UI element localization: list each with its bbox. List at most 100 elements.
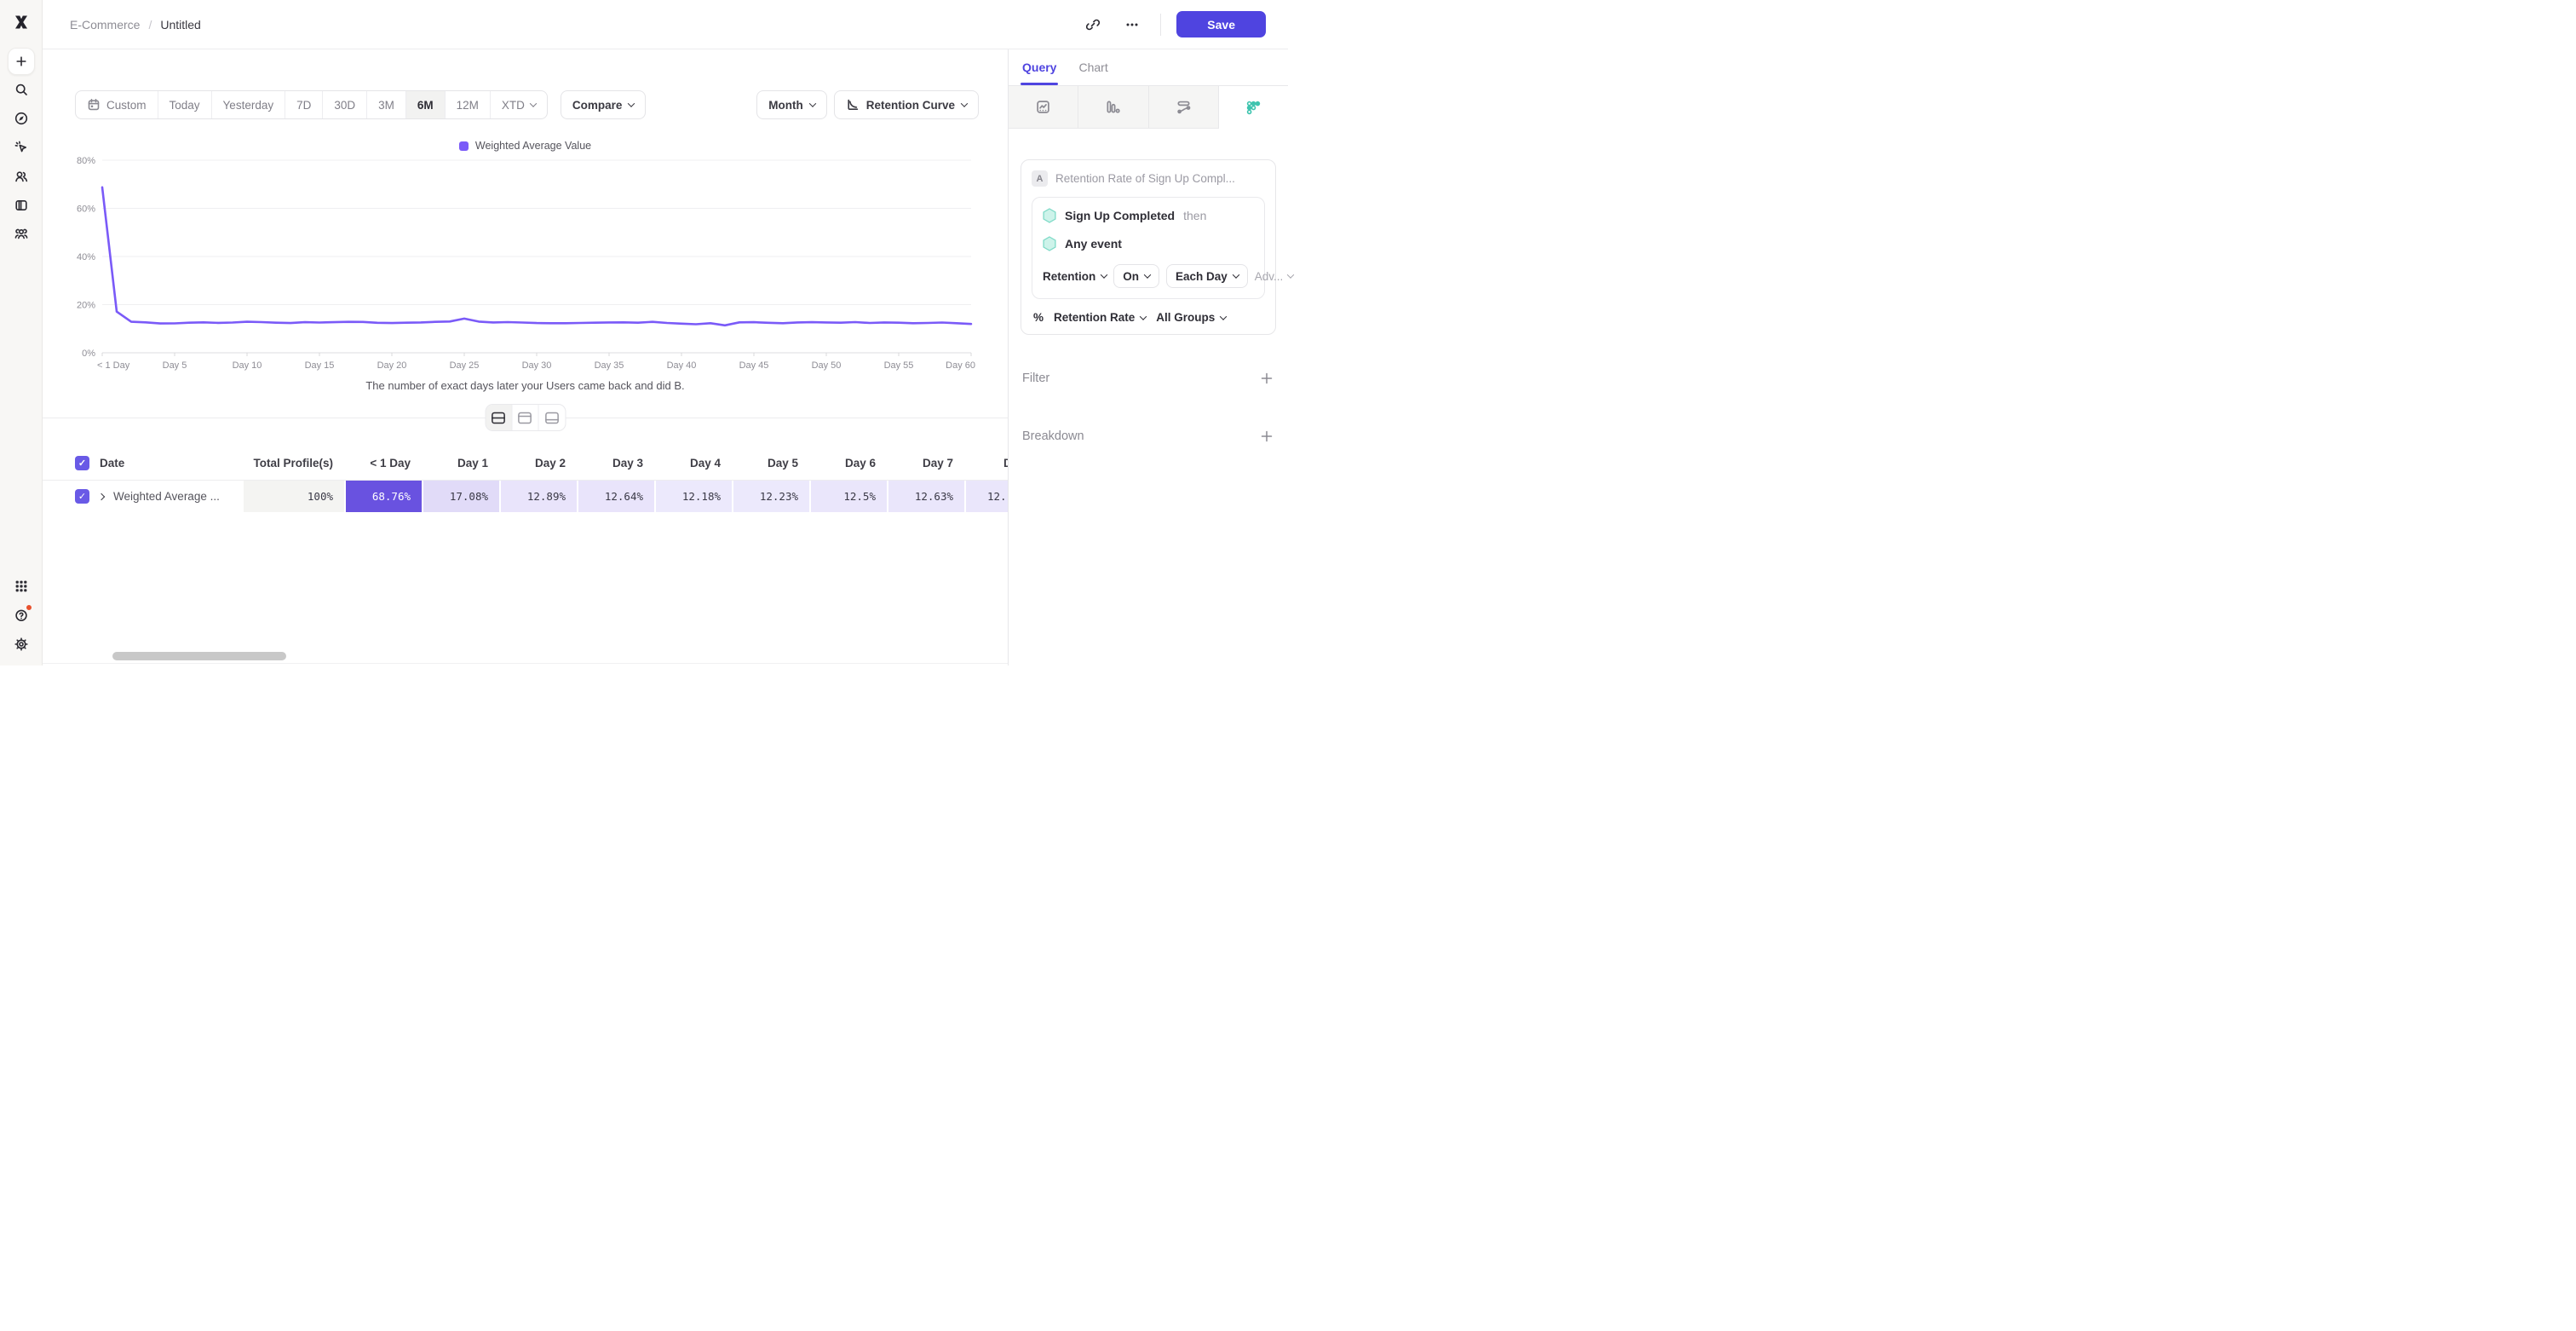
range-30d[interactable]: 30D xyxy=(323,91,368,118)
chart-legend[interactable]: Weighted Average Value xyxy=(43,140,1008,152)
copy-link-icon[interactable] xyxy=(1080,12,1106,37)
column-header[interactable]: Day 6 xyxy=(844,456,876,470)
second-event-row[interactable]: Any event xyxy=(1043,236,1254,251)
measure-dropdown[interactable]: Retention Rate xyxy=(1054,311,1147,324)
retention-value-cell[interactable]: 12.64% xyxy=(577,481,654,512)
breadcrumb-separator: / xyxy=(148,17,152,32)
chart-type-dropdown[interactable]: Retention Curve xyxy=(833,90,979,119)
report-type-flows[interactable] xyxy=(1148,86,1219,129)
mixpanel-logo-icon[interactable] xyxy=(13,14,30,31)
retention-type-dropdown[interactable]: Retention xyxy=(1043,270,1108,283)
save-button[interactable]: Save xyxy=(1176,11,1266,37)
row-checkbox[interactable]: ✓ xyxy=(75,489,89,504)
retention-value-cell[interactable]: 12. xyxy=(964,481,1008,512)
breadcrumb-report-title[interactable]: Untitled xyxy=(160,17,201,32)
column-header[interactable]: Day 3 xyxy=(612,456,643,470)
range-xtd[interactable]: XTD xyxy=(491,91,547,118)
report-type-insights[interactable] xyxy=(1009,86,1079,129)
table-only-view-icon xyxy=(544,412,559,424)
date-range-group: Custom Today Yesterday 7D 30D 3M 6M 12M XTD xyxy=(75,90,548,119)
legend-swatch xyxy=(458,141,469,151)
event-hexagon-icon xyxy=(1043,236,1056,251)
retention-value-cell[interactable]: 12.18% xyxy=(654,481,732,512)
column-header[interactable]: D xyxy=(1003,456,1008,470)
retention-value-cell[interactable]: 12.63% xyxy=(887,481,964,512)
x-axis-tick-label: Day 20 xyxy=(377,360,407,371)
toggle-split-view[interactable] xyxy=(486,405,512,430)
granularity-dropdown[interactable]: Month xyxy=(756,90,827,119)
chart-caption: The number of exact days later your User… xyxy=(365,379,685,392)
row-label-cell[interactable]: ✓ Weighted Average ... xyxy=(75,481,242,512)
retention-value-cell[interactable]: 12.89% xyxy=(499,481,577,512)
cohorts-icon xyxy=(14,228,28,241)
range-today[interactable]: Today xyxy=(158,91,212,118)
users-icon xyxy=(14,170,28,183)
column-header[interactable]: Day 1 xyxy=(457,456,488,470)
range-label: Yesterday xyxy=(222,98,274,112)
range-yesterday[interactable]: Yesterday xyxy=(212,91,286,118)
y-axis-tick-label: 60% xyxy=(77,205,95,215)
x-axis-tick-label: Day 30 xyxy=(522,360,552,371)
event-card: Sign Up Completed then Any event Retenti… xyxy=(1032,197,1295,299)
filter-label: Filter xyxy=(1022,372,1050,385)
breadcrumb-project[interactable]: E-Commerce xyxy=(70,17,141,32)
select-all-checkbox[interactable]: ✓ xyxy=(75,455,89,470)
retention-value-cell[interactable]: 68.76% xyxy=(344,481,422,512)
range-7d[interactable]: 7D xyxy=(285,91,324,118)
column-header[interactable]: < 1 Day xyxy=(370,456,411,470)
toggle-chart-only-view[interactable] xyxy=(512,405,538,430)
report-type-retention[interactable] xyxy=(1218,86,1288,129)
sidebar-item-settings[interactable] xyxy=(7,630,36,659)
range-label: XTD xyxy=(501,98,525,112)
expand-row-chevron-icon[interactable] xyxy=(97,493,106,500)
second-event-name: Any event xyxy=(1065,237,1122,251)
column-header[interactable]: Day 4 xyxy=(689,456,721,470)
retention-value-cell[interactable]: 12.5% xyxy=(809,481,887,512)
toggle-table-only-view[interactable] xyxy=(538,405,565,430)
sidebar-item-apps[interactable] xyxy=(7,572,36,601)
sidebar-item-users[interactable] xyxy=(7,162,36,191)
then-label: then xyxy=(1183,209,1207,222)
retention-value-cell[interactable]: 17.08% xyxy=(422,481,499,512)
retention-value-cell[interactable]: 100% xyxy=(242,481,344,512)
tab-chart[interactable]: Chart xyxy=(1078,60,1108,74)
sidebar-item-compass[interactable] xyxy=(7,104,36,133)
add-filter-button[interactable] xyxy=(1259,371,1274,386)
first-event-row[interactable]: Sign Up Completed then xyxy=(1043,208,1254,223)
column-header[interactable]: Day 7 xyxy=(922,456,953,470)
query-title-row[interactable]: A Retention Rate of Sign Up Compl... xyxy=(1032,170,1265,187)
range-custom[interactable]: Custom xyxy=(76,91,158,118)
column-header[interactable]: Total Profile(s) xyxy=(253,456,333,470)
advanced-dropdown[interactable]: Adv... xyxy=(1255,270,1295,283)
sidebar-item-cohorts[interactable] xyxy=(7,220,36,249)
range-3m[interactable]: 3M xyxy=(367,91,406,118)
report-type-funnels[interactable] xyxy=(1078,86,1149,129)
y-axis-tick-label: 80% xyxy=(77,156,95,166)
range-6m[interactable]: 6M xyxy=(405,91,446,118)
retention-chart: 0% 20% 40% 60% 80% < 1 Day Day 5 Day 10 Day 15 Da… xyxy=(60,153,1008,374)
range-12m[interactable]: 12M xyxy=(446,91,491,118)
add-breakdown-button[interactable] xyxy=(1259,429,1274,444)
compare-button[interactable]: Compare xyxy=(560,90,647,119)
sidebar-item-plus[interactable] xyxy=(7,48,35,75)
horizontal-scrollbar-thumb[interactable] xyxy=(112,652,286,660)
apps-icon xyxy=(14,579,28,593)
column-header[interactable]: Day 2 xyxy=(534,456,566,470)
sidebar-item-boards[interactable] xyxy=(7,191,36,220)
header-actions: Save xyxy=(1080,11,1266,37)
retention-on-dropdown[interactable]: On xyxy=(1113,264,1159,288)
retention-interval-dropdown[interactable]: Each Day xyxy=(1166,264,1248,288)
row-label: Weighted Average ... xyxy=(113,490,220,503)
funnels-icon xyxy=(1106,100,1120,114)
more-options-icon[interactable] xyxy=(1119,12,1145,37)
column-header[interactable]: Day 5 xyxy=(767,456,798,470)
tab-query[interactable]: Query xyxy=(1020,49,1059,85)
groups-dropdown[interactable]: All Groups xyxy=(1156,311,1228,324)
sidebar-item-search[interactable] xyxy=(7,75,36,104)
report-toolbar: Custom Today Yesterday 7D 30D 3M 6M 12M XTD Comp… xyxy=(43,90,1008,119)
column-header-date[interactable]: ✓ Date xyxy=(75,455,242,470)
sidebar-item-help[interactable] xyxy=(7,601,36,630)
retention-value-cell[interactable]: 12.23% xyxy=(732,481,809,512)
query-title: Retention Rate of Sign Up Compl... xyxy=(1055,172,1235,185)
sidebar-item-events[interactable] xyxy=(7,133,36,162)
